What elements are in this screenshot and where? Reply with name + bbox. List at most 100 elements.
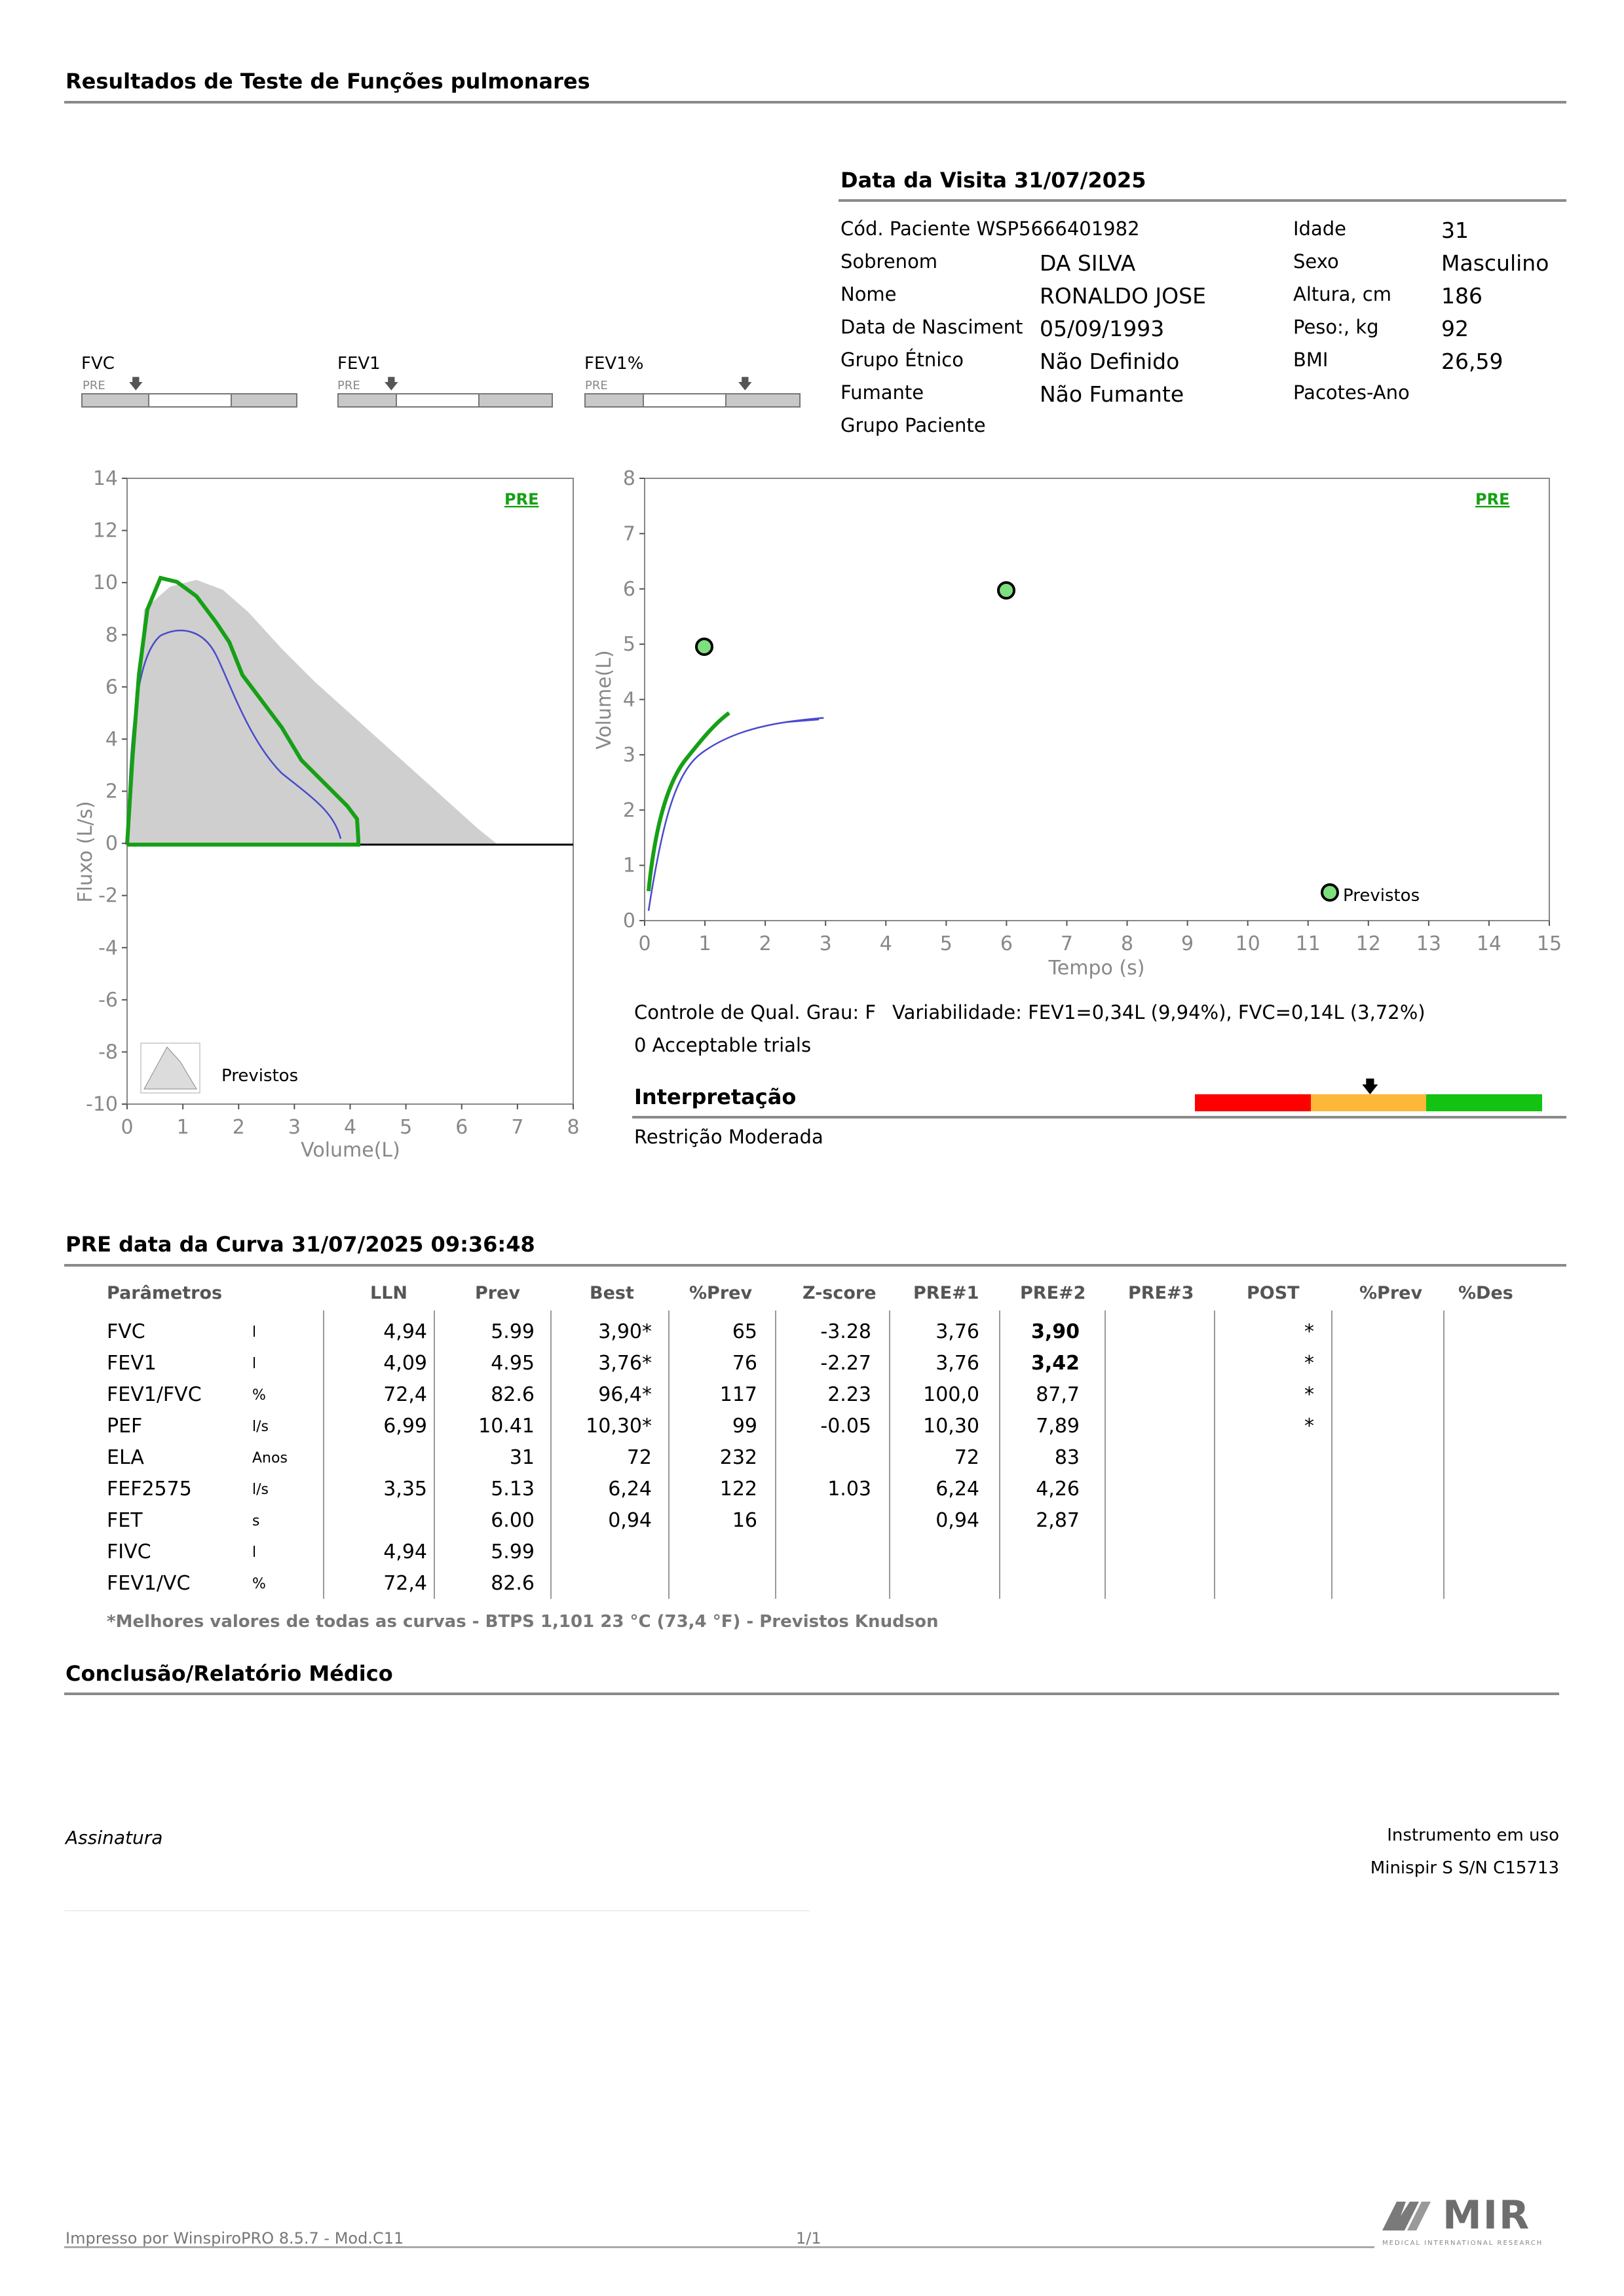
y-tick-label: 2 xyxy=(623,799,635,822)
age-label: Idade xyxy=(1293,218,1346,240)
curve-divider xyxy=(64,1264,1566,1267)
x-tick-label: 5 xyxy=(940,932,953,955)
x-tick-label: 4 xyxy=(880,932,892,955)
col-header: PRE#3 xyxy=(1128,1283,1194,1303)
cell-pprev: 232 xyxy=(719,1446,757,1469)
legend-predicted-icon xyxy=(143,1046,197,1090)
legend-label: Previstos xyxy=(1343,886,1420,906)
birth-value: 05/09/1993 xyxy=(1040,316,1165,341)
cell-best: 6,24 xyxy=(608,1478,652,1501)
cell-z: -2.27 xyxy=(820,1352,871,1375)
report-title: Resultados de Teste de Funções pulmonare… xyxy=(66,69,590,94)
severity-segment xyxy=(1195,1094,1311,1111)
visit-divider xyxy=(839,199,1566,202)
y-tick-label: 8 xyxy=(105,624,118,647)
col-header: Z-score xyxy=(803,1283,877,1303)
cell-pre1: 6,24 xyxy=(935,1478,979,1501)
param-name: PEF xyxy=(107,1415,143,1438)
y-ticks: 8 7 6 5 4 3 2 1 0 xyxy=(623,467,645,932)
col-header: %Des xyxy=(1458,1283,1513,1303)
mini-bar-tag: PRE xyxy=(337,379,360,392)
cell-best: 3,90* xyxy=(598,1320,652,1343)
ethnic-value: Não Definido xyxy=(1040,349,1180,374)
severity-scale xyxy=(1195,1094,1543,1111)
x-tick-label: 15 xyxy=(1537,932,1562,955)
param-unit: l xyxy=(252,1544,257,1561)
col-header: %Prev xyxy=(1359,1283,1423,1303)
cell-prev: 4.95 xyxy=(491,1352,535,1375)
logo-text: MIR xyxy=(1443,2192,1531,2238)
cell-lln: 72,4 xyxy=(383,1572,427,1595)
col-header: POST xyxy=(1247,1283,1300,1303)
cell-pre1: 72 xyxy=(954,1446,979,1469)
mir-logo-icon xyxy=(1382,2202,1431,2230)
cell-post: * xyxy=(1304,1383,1314,1406)
variability: Variabilidade: FEV1=0,34L (9,94%), FVC=0… xyxy=(892,1001,1426,1024)
y-tick-label: -2 xyxy=(98,885,118,908)
severity-arrow-icon: 🡇 xyxy=(1361,1077,1379,1097)
normal-range xyxy=(148,394,232,406)
interpretation-divider xyxy=(632,1116,1566,1119)
param-name: FEV1/VC xyxy=(107,1572,191,1595)
y-axis-label: Volume(L) xyxy=(593,650,616,750)
severity-segment xyxy=(1426,1094,1543,1111)
cell-prev: 6.00 xyxy=(491,1509,535,1532)
range-bar xyxy=(337,393,553,408)
quality-grade: Controle de Qual. Grau: F xyxy=(634,1001,877,1024)
cell-z: 1.03 xyxy=(827,1478,871,1501)
param-name: ELA xyxy=(107,1446,144,1469)
acceptable-trials: 0 Acceptable trials xyxy=(634,1034,812,1056)
cell-pre2: 3,42 xyxy=(1030,1352,1080,1375)
page-number: 1/1 xyxy=(796,2229,821,2248)
birth-label: Data de Nasciment xyxy=(840,316,1023,338)
param-unit: l/s xyxy=(252,1419,269,1435)
y-tick-label: 4 xyxy=(623,689,635,712)
arrow-down-icon: 🡇 xyxy=(738,376,753,392)
cell-pre1: 0,94 xyxy=(935,1509,979,1532)
x-tick-label: 7 xyxy=(1061,932,1073,955)
visit-title: Data da Visita 31/07/2025 xyxy=(840,168,1146,193)
x-tick-label: 14 xyxy=(1477,932,1501,955)
y-tick-label: 0 xyxy=(105,832,118,855)
x-tick-label: 13 xyxy=(1416,932,1441,955)
cell-lln: 4,94 xyxy=(383,1540,427,1563)
y-tick-label: 8 xyxy=(623,467,635,490)
cell-best: 72 xyxy=(626,1446,652,1469)
col-separator xyxy=(1214,1311,1215,1599)
col-separator xyxy=(668,1311,670,1599)
col-header: LLN xyxy=(370,1283,408,1303)
x-tick-label: 12 xyxy=(1356,932,1381,955)
y-tick-label: 7 xyxy=(623,522,635,545)
plot-frame xyxy=(644,478,1550,921)
x-tick-label: 0 xyxy=(638,932,651,955)
col-separator xyxy=(323,1311,324,1599)
cell-lln: 6,99 xyxy=(383,1415,427,1438)
cell-pprev: 99 xyxy=(732,1415,757,1438)
smoker-label: Fumante xyxy=(840,381,924,404)
ethnic-label: Grupo Étnico xyxy=(840,349,964,371)
signature-label: Assinatura xyxy=(66,1827,163,1848)
param-name: FEV1/FVC xyxy=(107,1383,202,1406)
cell-prev: 10.41 xyxy=(478,1415,535,1438)
x-axis-label: Tempo (s) xyxy=(1048,957,1145,980)
col-separator xyxy=(775,1311,776,1599)
measured-curve xyxy=(647,711,730,892)
cell-lln: 4,09 xyxy=(383,1352,427,1375)
x-ticks: 0 1 2 3 4 5 6 7 8 9 10 11 12 13 14 15 xyxy=(638,921,1562,955)
y-tick-label: 6 xyxy=(105,676,118,698)
col-separator xyxy=(550,1311,552,1599)
x-tick-label: 8 xyxy=(567,1116,579,1139)
cell-prev: 5.99 xyxy=(491,1320,535,1343)
weight-value: 92 xyxy=(1441,316,1469,341)
cell-pre2: 2,87 xyxy=(1036,1509,1080,1532)
normal-range xyxy=(396,394,480,406)
cell-pre2: 7,89 xyxy=(1036,1415,1080,1438)
range-bar xyxy=(81,393,297,408)
cell-pre1: 3,76 xyxy=(935,1320,979,1343)
cell-post: * xyxy=(1304,1352,1314,1375)
cell-post: * xyxy=(1304,1320,1314,1343)
mini-bar-label: FEV1% xyxy=(584,354,644,373)
y-tick-label: 0 xyxy=(623,909,635,932)
cell-prev: 31 xyxy=(509,1446,535,1469)
cell-best: 96,4* xyxy=(598,1383,652,1406)
